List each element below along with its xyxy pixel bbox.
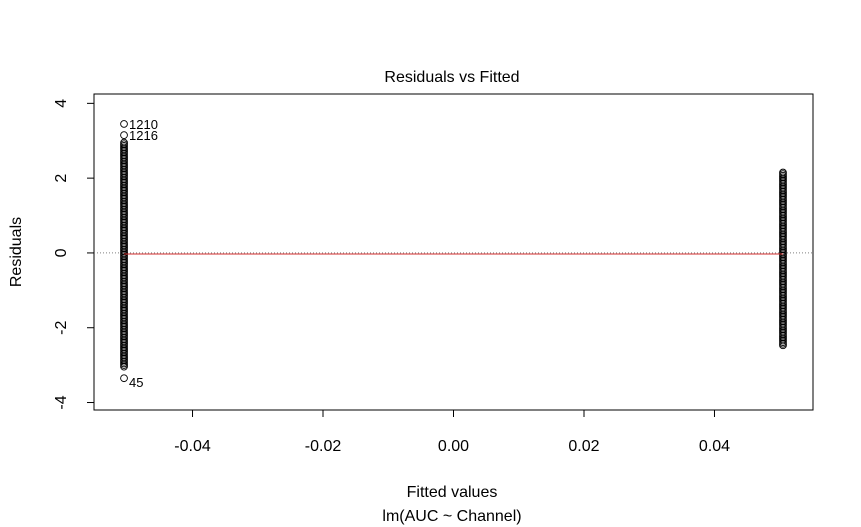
y-tick-label: 2 xyxy=(53,174,70,183)
outlier-point xyxy=(120,131,128,139)
x-tick-label: -0.04 xyxy=(174,438,211,455)
plot-frame xyxy=(93,93,814,411)
y-tick-label: 0 xyxy=(53,248,70,257)
outlier-label: 1216 xyxy=(129,128,158,143)
x-tick-label: 0.04 xyxy=(699,438,730,455)
y-axis-label: Residuals xyxy=(8,217,25,287)
y-tick-label: -4 xyxy=(53,395,70,409)
y-tick-label: -2 xyxy=(53,321,70,335)
data-point xyxy=(120,362,128,371)
outlier-point xyxy=(120,374,128,383)
x-tick-label: 0.02 xyxy=(568,438,599,455)
outlier-label: 1210 xyxy=(129,117,158,132)
x-axis-label: Fitted values xyxy=(407,484,498,501)
points-layer xyxy=(120,138,787,371)
outlier-point xyxy=(120,120,128,128)
data-point xyxy=(779,341,787,350)
y-axis: -4 -2 0 2 4 xyxy=(53,99,94,410)
chart-title: Residuals vs Fitted xyxy=(384,69,519,86)
x-tick-label: 0.00 xyxy=(438,438,469,455)
y-tick-label: 4 xyxy=(53,99,70,108)
x-tick-label: -0.02 xyxy=(305,438,342,455)
x-axis-sublabel: lm(AUC ~ Channel) xyxy=(382,508,521,525)
outlier-label: 45 xyxy=(129,375,143,390)
x-axis: -0.04 -0.02 0.00 0.02 0.04 xyxy=(174,409,730,455)
